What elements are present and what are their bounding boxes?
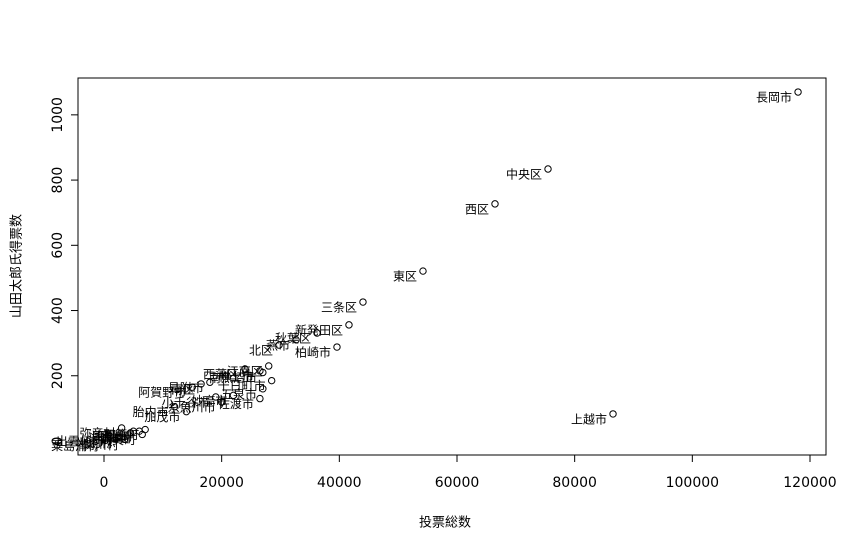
x-tick-label: 120000 <box>783 475 836 491</box>
point-label: 糸魚川市 <box>168 399 216 414</box>
point-label: 見附市 <box>168 380 204 395</box>
point-label: 湯沢町 <box>88 431 124 445</box>
point-label: 妙高市 <box>191 393 227 408</box>
point <box>106 432 114 440</box>
point-label: 燕市 <box>266 337 290 352</box>
point <box>259 385 267 393</box>
point <box>794 88 802 96</box>
point-label: 北区 <box>249 344 273 358</box>
point-label: 関川村 <box>83 438 119 452</box>
y-tick-label: 400 <box>50 297 66 324</box>
x-axis-label: 投票総数 <box>419 515 471 531</box>
point <box>188 383 196 391</box>
point-label: 五泉市 <box>221 386 257 401</box>
point-label: 柏崎市 <box>295 345 331 360</box>
point-label: 新発田区 <box>295 322 343 337</box>
point-label: 長岡市 <box>756 90 792 105</box>
x-tick-label: 80000 <box>552 475 597 491</box>
point <box>197 380 205 388</box>
point <box>359 298 367 306</box>
point-label: 胎内市 <box>133 404 169 419</box>
point <box>126 429 135 437</box>
point-label: 上越市 <box>571 411 607 426</box>
point-label: 津南町 <box>91 429 127 444</box>
point <box>265 362 273 370</box>
point <box>275 341 283 349</box>
point <box>345 321 353 329</box>
x-tick-label: 100000 <box>666 475 719 491</box>
point-label: 西区 <box>465 202 489 216</box>
point <box>256 394 264 403</box>
point <box>170 403 179 411</box>
point <box>313 329 321 337</box>
y-tick-label: 200 <box>50 362 66 389</box>
y-tick-label: 1000 <box>50 97 66 133</box>
point <box>267 376 276 385</box>
y-tick-label: 0 <box>50 437 66 446</box>
point <box>491 200 499 208</box>
point <box>544 165 552 173</box>
y-tick-label: 800 <box>50 167 66 194</box>
point-label: 三条区 <box>321 301 357 315</box>
x-tick-label: 40000 <box>317 475 362 491</box>
point-label: 粟島浦村 <box>51 438 99 453</box>
point-label: 出雲崎町 <box>56 435 104 449</box>
point-label: 東区 <box>393 270 417 284</box>
point-label: 南区 <box>171 381 195 396</box>
point-label: 刈羽村 <box>77 436 113 450</box>
point-label: 加茂市 <box>144 409 180 424</box>
x-tick-label: 0 <box>100 475 109 491</box>
point-label: 佐渡市 <box>218 396 254 411</box>
point <box>292 336 300 344</box>
point <box>241 365 249 373</box>
point <box>229 391 238 400</box>
point <box>259 368 267 377</box>
point-label: 阿賀町 <box>100 433 136 447</box>
x-tick-label: 60000 <box>435 475 480 491</box>
point-label: 秋葉区 <box>275 332 311 346</box>
point <box>217 398 226 406</box>
point-label: 中央区 <box>506 166 542 181</box>
y-tick-label: 600 <box>50 232 66 259</box>
point-label: 江南区 <box>227 363 263 378</box>
point-label: 十日町市 <box>218 378 266 393</box>
point <box>138 430 146 439</box>
point-label: 村上市 <box>218 368 254 383</box>
point-label: 阿賀野市 <box>138 385 186 400</box>
point <box>212 393 220 401</box>
y-axis-label: 山田太郎氏得票数 <box>9 214 25 318</box>
point <box>206 378 214 386</box>
point <box>609 410 617 418</box>
point-label: 南魚沼市 <box>209 370 257 385</box>
point <box>120 435 129 444</box>
x-tick-label: 20000 <box>199 475 244 491</box>
point <box>333 343 341 351</box>
point <box>182 407 191 416</box>
point-label: 西蒲区 <box>203 367 239 381</box>
point-label: 小千谷市 <box>162 394 210 409</box>
point <box>101 436 109 445</box>
point <box>117 424 126 432</box>
point <box>419 267 427 275</box>
